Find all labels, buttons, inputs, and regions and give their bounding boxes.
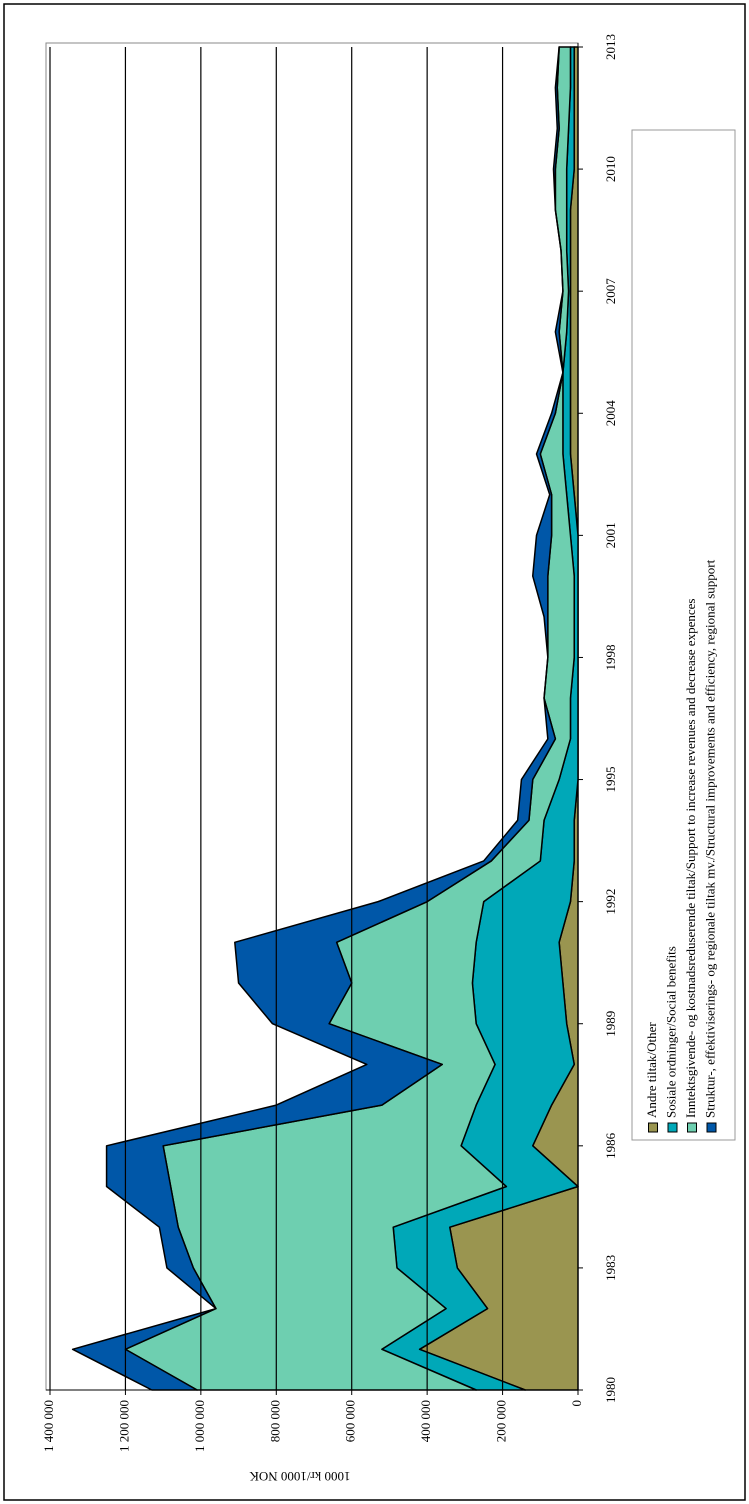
legend-swatch — [648, 1122, 658, 1133]
legend-label: Struktur-, effektiviserings- og regional… — [702, 559, 717, 1118]
y-tick-label: 1 000 000 — [192, 1400, 207, 1452]
x-tick-label: 2007 — [603, 278, 618, 305]
x-tick-label: 1980 — [603, 1377, 618, 1403]
x-tick-label: 2010 — [603, 156, 618, 182]
legend-box — [631, 129, 736, 1141]
y-tick-label: 200 000 — [494, 1400, 509, 1442]
legend-label: Sosiale ordninger/Social benefits — [663, 946, 678, 1118]
x-tick-label: 1986 — [603, 1132, 618, 1159]
y-axis-title: 1000 kr/1000 NOK — [249, 1469, 351, 1484]
x-tick-label: 1992 — [603, 889, 618, 915]
y-tick-label: 1 400 000 — [41, 1400, 56, 1452]
x-tick-label: 1998 — [603, 644, 618, 670]
y-tick-label: 400 000 — [418, 1400, 433, 1442]
chart: 1000 kr/1000 NOK 0 200 000 400 000 600 000 8… — [41, 34, 736, 1484]
legend-label: Andre tiltak/Other — [644, 1022, 659, 1118]
y-tick-label: 0 — [569, 1400, 584, 1407]
frame — [3, 3, 746, 1501]
x-tick-label: 2013 — [603, 34, 618, 60]
legend-swatch — [706, 1122, 717, 1133]
x-tick-label: 2004 — [603, 400, 618, 427]
y-tick-label: 600 000 — [343, 1400, 358, 1442]
y-tick-label: 800 000 — [267, 1400, 282, 1442]
x-tick-label: 1989 — [603, 1011, 618, 1037]
x-tick-label: 1983 — [603, 1255, 618, 1281]
legend-swatch — [687, 1122, 697, 1133]
legend-swatch — [667, 1122, 678, 1133]
legend-label: Inntektsgivende- og kostnadsreduserende … — [683, 599, 698, 1118]
y-tick-label: 1 200 000 — [116, 1400, 131, 1452]
x-tick-label: 1995 — [603, 767, 618, 793]
x-tick-label: 2001 — [603, 522, 618, 548]
area — [71, 46, 564, 1391]
